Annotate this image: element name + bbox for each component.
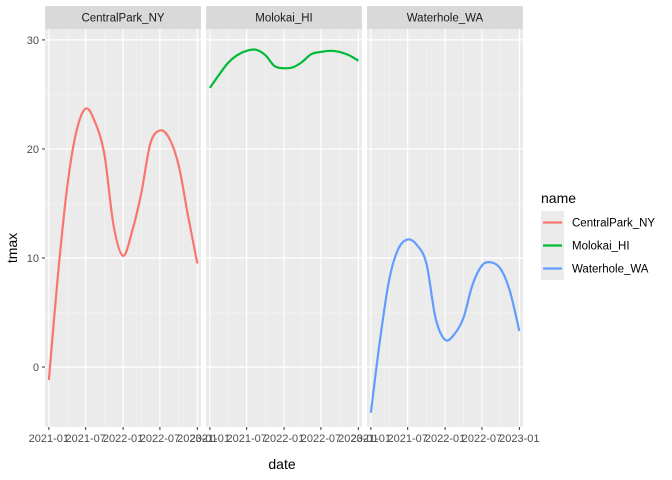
legend-item-Waterhole_WA: Waterhole_WA [541,257,649,280]
x-tick-label: 2022-07 [140,433,180,445]
x-tick-label: 2022-07 [301,433,341,445]
legend-item-Molokai_HI: Molokai_HI [541,234,630,257]
facet-strip-label: CentralPark_NY [81,13,164,25]
x-tick-label: 2023-01 [177,433,217,445]
facet-panel-CentralPark_NY: CentralPark_NY 2021-012021-072022-012022-… [29,6,218,445]
facet-panel-Waterhole_WA: Waterhole_WA 2021-012021-072022-012022-07… [351,6,540,445]
facet-strip [367,6,523,29]
legend-keys: CentralPark_NY Molokai_HI Waterhole_WA [541,211,655,280]
x-tick-label: 2022-01 [264,433,304,445]
legend-label: Molokai_HI [572,241,630,253]
legend: name CentralPark_NY Molokai_HI Waterhole_W… [541,190,655,280]
x-tick-label: 2021-01 [190,433,230,445]
legend-item-CentralPark_NY: CentralPark_NY [541,211,655,234]
y-tick-label: 20 [27,144,39,156]
x-tick-label: 2022-01 [103,433,143,445]
y-axis-title: tmax [4,233,20,263]
x-tick-label: 2021-01 [351,433,391,445]
facet-strip [206,6,362,29]
facet-panels: CentralPark_NY2021-012021-072022-012022-… [29,6,540,445]
x-tick-label: 2022-07 [462,433,502,445]
facet-strip-label: Molokai_HI [255,13,313,25]
facet-strip [45,6,201,29]
series-line-Molokai_HI [208,48,359,89]
series-line-Waterhole_WA [369,238,521,413]
x-tick-label: 2021-07 [387,433,427,445]
series-line-CentralPark_NY [47,107,199,381]
y-axis: 0 10 20 30 [27,35,45,374]
x-axis-title: date [268,456,295,472]
x-tick-label: 2021-01 [29,433,69,445]
y-tick-label: 30 [27,35,39,47]
x-tick-label: 2021-07 [226,433,266,445]
x-tick-label: 2022-01 [425,433,465,445]
facet-strip-label: Waterhole_WA [407,13,484,25]
x-tick-label: 2021-07 [65,433,105,445]
x-tick-label: 2023-01 [499,433,539,445]
legend-title: name [541,190,576,206]
legend-label: Waterhole_WA [572,264,649,276]
legend-label: CentralPark_NY [572,218,655,230]
y-tick-label: 0 [33,362,39,374]
y-tick-label: 10 [27,253,39,265]
facet-panel-Molokai_HI: Molokai_HI 2021-012021-072022-012022-0720… [190,6,379,445]
x-tick-label: 2023-01 [338,433,378,445]
